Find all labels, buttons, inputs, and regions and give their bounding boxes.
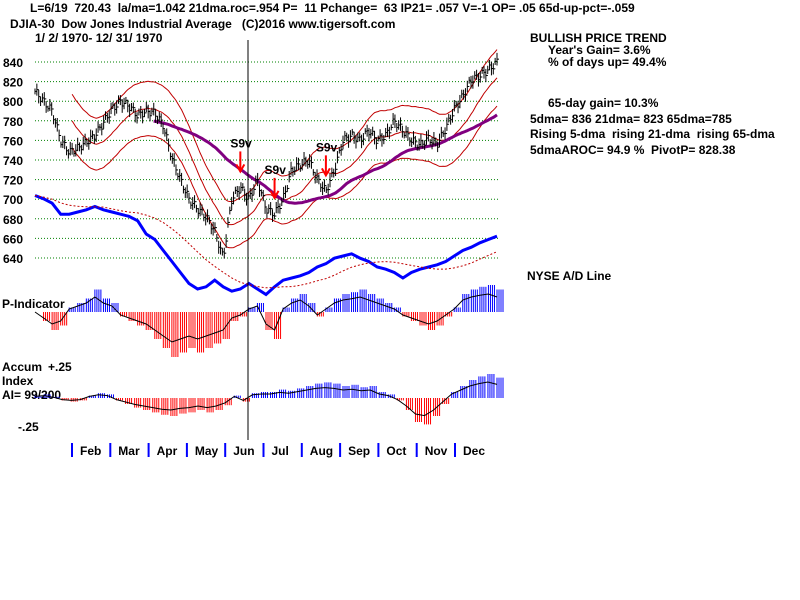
gain-65day: 65-day gain= 10.3% — [548, 96, 659, 110]
ma21-line — [71, 77, 498, 226]
ai-label: AI= 99/200 — [2, 388, 62, 402]
accum-index-line — [34, 381, 498, 417]
month-label: May — [195, 444, 219, 458]
month-label: Jun — [233, 444, 254, 458]
month-label: Aug — [310, 444, 333, 458]
month-label: Mar — [118, 444, 140, 458]
lower-band — [71, 105, 498, 249]
ad-moving-average — [34, 195, 498, 289]
ad-line-label: NYSE A/D Line — [527, 269, 612, 283]
ad-line — [34, 194, 498, 297]
header-stats-line: L=6/19 720.43 la/ma=1.042 21dma.roc=.954… — [30, 1, 635, 15]
ma-values: 5dma= 836 21dma= 823 65dma=785 — [530, 112, 732, 126]
accum-label: Accum — [2, 360, 43, 374]
aroc-pivot: 5dmaAROC= 94.9 % PivotP= 828.38 — [530, 143, 736, 157]
signal-arrowhead — [269, 190, 280, 200]
trend-label: BULLISH PRICE TREND — [530, 31, 667, 45]
y-tick-label: 660 — [3, 232, 23, 246]
y-tick-label: 760 — [3, 134, 23, 148]
month-label: Apr — [157, 444, 178, 458]
index-label: Index — [2, 374, 34, 388]
signal-label: S9v — [316, 140, 338, 154]
chart-title: DJIA-30 Dow Jones Industrial Average (C)… — [10, 17, 396, 31]
upper-band — [71, 49, 498, 202]
p-indicator-line — [34, 293, 498, 343]
y-tick-label: 720 — [3, 174, 23, 188]
y-tick-label: 840 — [3, 56, 23, 70]
month-label: Jul — [272, 444, 289, 458]
y-tick-label: 740 — [3, 154, 23, 168]
y-tick-label: 640 — [3, 252, 23, 266]
signal-label: S9v — [265, 163, 287, 177]
ma-direction: Rising 5-dma rising 21-dma rising 65-dma — [530, 127, 775, 141]
years-gain: Year's Gain= 3.6% — [548, 43, 651, 57]
month-label: Nov — [425, 444, 448, 458]
month-label: Oct — [386, 444, 406, 458]
accum-plus-label: +.25 — [48, 360, 72, 374]
date-range: 1/ 2/ 1970- 12/ 31/ 1970 — [35, 31, 163, 45]
y-tick-label: 820 — [3, 76, 23, 90]
month-label: Sep — [348, 444, 370, 458]
month-label: Feb — [80, 444, 101, 458]
y-tick-label: 780 — [3, 115, 23, 129]
signal-label: S9v — [230, 136, 252, 150]
accum-minus-label: -.25 — [18, 420, 39, 434]
signal-arrowhead — [235, 163, 246, 174]
signal-arrowhead — [321, 167, 331, 178]
month-label: Dec — [463, 444, 485, 458]
y-tick-label: 800 — [3, 95, 23, 109]
y-tick-label: 700 — [3, 193, 23, 207]
p-indicator-label: P-Indicator — [2, 297, 65, 311]
days-up: % of days up= 49.4% — [548, 55, 667, 69]
y-tick-label: 680 — [3, 213, 23, 227]
